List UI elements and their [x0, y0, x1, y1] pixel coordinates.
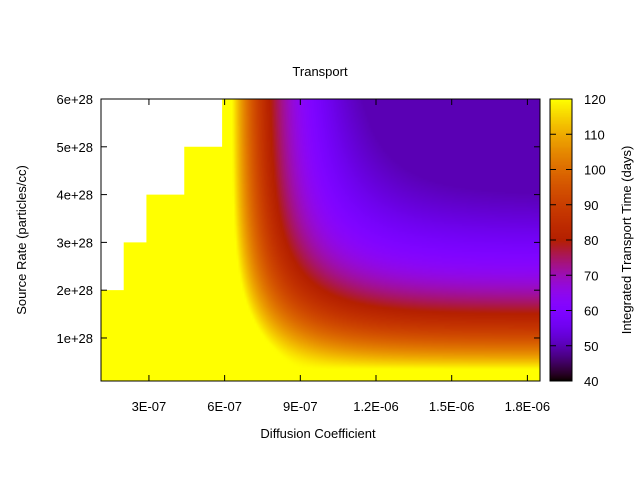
chart-title: Transport — [292, 64, 348, 79]
colorbar-tick-label: 120 — [584, 92, 606, 107]
x-tick-label: 1.8E-06 — [505, 399, 551, 414]
plot-frame — [100, 98, 541, 382]
colorbar-tick-label: 80 — [584, 233, 598, 248]
heatmap-plot-area — [100, 98, 541, 382]
y-tick-label: 1e+28 — [56, 331, 93, 346]
y-tick-label: 3e+28 — [56, 235, 93, 250]
x-tick-label: 3E-07 — [132, 399, 167, 414]
x-tick-label: 1.2E-06 — [353, 399, 399, 414]
colorbar-tick-label: 100 — [584, 163, 606, 178]
y-tick-label: 2e+28 — [56, 283, 93, 298]
colorbar-tick-label: 90 — [584, 198, 598, 213]
colorbar-label: Integrated Transport Time (days) — [619, 146, 634, 335]
y-axis-ticks: 1e+28 2e+28 3e+28 4e+28 5e+28 6e+28 — [56, 92, 540, 346]
colorbar-tick-label: 70 — [584, 268, 598, 283]
colorbar-tick-label: 50 — [584, 339, 598, 354]
y-tick-label: 6e+28 — [56, 92, 93, 107]
y-axis-label: Source Rate (particles/cc) — [14, 165, 29, 315]
colorbar-tick-label: 40 — [584, 374, 598, 389]
x-axis-label: Diffusion Coefficient — [260, 426, 376, 441]
missing-data-region — [101, 99, 223, 291]
colorbar-ticks: 40 50 60 70 80 90 100 110 120 — [550, 92, 606, 389]
y-tick-label: 5e+28 — [56, 140, 93, 155]
x-tick-label: 1.5E-06 — [429, 399, 475, 414]
colorbar-tick-label: 110 — [584, 127, 605, 142]
x-tick-label: 9E-07 — [283, 399, 318, 414]
colorbar-tick-label: 60 — [584, 304, 598, 319]
x-tick-label: 6E-07 — [207, 399, 242, 414]
colorbar: 40 50 60 70 80 90 100 110 120 — [549, 92, 606, 389]
y-tick-label: 4e+28 — [56, 188, 93, 203]
x-axis-ticks: 3E-07 6E-07 9E-07 1.2E-06 1.5E-06 1.8E-06 — [132, 99, 551, 414]
